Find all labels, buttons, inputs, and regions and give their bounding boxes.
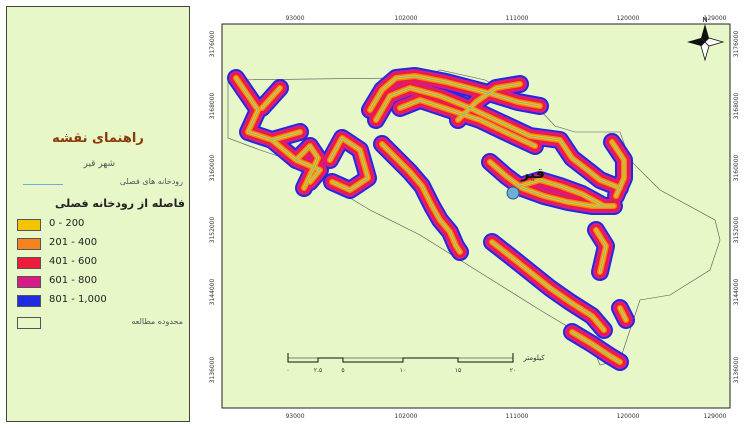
scale-bar: ۰ ۲.۵ ۵ ۱۰ ۱۵ ۲۰ کیلومتر bbox=[286, 353, 545, 374]
legend-class-0: 0 - 200 bbox=[17, 218, 187, 231]
river-line bbox=[369, 75, 541, 111]
river-line bbox=[295, 145, 319, 189]
right-tick-label: 3144000 bbox=[733, 278, 740, 305]
legend-class-label: 801 - 1,000 bbox=[49, 294, 107, 305]
scale-label: ۰ bbox=[286, 367, 289, 374]
river-line-symbol bbox=[23, 184, 63, 185]
boundary-swatch bbox=[17, 317, 41, 329]
legend-class-1: 201 - 400 bbox=[17, 237, 187, 250]
city-marker: قیر bbox=[506, 166, 545, 200]
river-line bbox=[261, 87, 281, 109]
right-tick-label: 3160000 bbox=[733, 154, 740, 181]
swatch-2 bbox=[17, 257, 41, 269]
legend-river-row: رودخانه های فصلی bbox=[11, 177, 187, 191]
map-frame: قیر N 93000 102000 111000 120000 129000 … bbox=[209, 15, 740, 420]
bottom-tick-label: 111000 bbox=[506, 413, 529, 420]
right-tick-label: 3152000 bbox=[733, 216, 740, 243]
river-line bbox=[489, 161, 615, 207]
north-arrow-icon bbox=[701, 24, 709, 42]
top-tick-label: 129000 bbox=[704, 15, 727, 22]
legend-distance-title: فاصله از رودخانه فصلی bbox=[54, 197, 185, 210]
left-tick-label: 3168000 bbox=[209, 92, 216, 119]
left-tick-label: 3176000 bbox=[209, 30, 216, 57]
river-line bbox=[491, 241, 605, 331]
bottom-axis: 93000 102000 111000 120000 129000 bbox=[285, 413, 726, 420]
river-line bbox=[457, 83, 521, 121]
swatch-4 bbox=[17, 295, 41, 307]
legend-class-label: 401 - 600 bbox=[49, 256, 98, 267]
right-tick-label: 3168000 bbox=[733, 92, 740, 119]
river-buffers bbox=[227, 67, 635, 371]
scale-label: ۱۵ bbox=[455, 367, 461, 374]
top-axis: 93000 102000 111000 120000 129000 bbox=[285, 15, 726, 22]
top-tick-label: 102000 bbox=[395, 15, 418, 22]
legend-boundary: محدوده مطالعه bbox=[17, 317, 187, 329]
scale-unit-label: کیلومتر bbox=[522, 354, 545, 362]
river-line bbox=[329, 137, 369, 191]
river-line bbox=[611, 141, 625, 197]
left-tick-label: 3144000 bbox=[209, 278, 216, 305]
legend-class-3: 601 - 800 bbox=[17, 275, 187, 288]
legend-class-label: 201 - 400 bbox=[49, 237, 98, 248]
right-tick-label: 3176000 bbox=[733, 30, 740, 57]
legend-river-label: رودخانه های فصلی bbox=[119, 177, 183, 186]
left-tick-label: 3136000 bbox=[209, 356, 216, 383]
top-tick-label: 93000 bbox=[285, 15, 304, 22]
river-line bbox=[519, 179, 605, 207]
legend-class-label: 0 - 200 bbox=[49, 218, 85, 229]
scale-label: ۲.۵ bbox=[314, 367, 322, 374]
north-arrow: N bbox=[687, 16, 725, 62]
bottom-tick-label: 93000 bbox=[285, 413, 304, 420]
bottom-tick-label: 120000 bbox=[617, 413, 640, 420]
swatch-1 bbox=[17, 238, 41, 250]
legend-city-label: شهر قیر bbox=[83, 159, 116, 169]
river-line bbox=[399, 99, 536, 147]
scale-label: ۱۰ bbox=[400, 367, 406, 374]
river-line bbox=[375, 87, 621, 189]
scale-label: ۲۰ bbox=[510, 367, 516, 374]
legend-boundary-label: محدوده مطالعه bbox=[131, 317, 183, 326]
top-tick-label: 111000 bbox=[506, 15, 529, 22]
legend-class-4: 801 - 1,000 bbox=[17, 294, 187, 307]
river-line bbox=[595, 229, 607, 273]
river-line bbox=[271, 131, 301, 141]
left-tick-label: 3152000 bbox=[209, 216, 216, 243]
river-line bbox=[381, 143, 461, 253]
legend-panel: راهنمای نقشه شهر قیر رودخانه های فصلی فا… bbox=[6, 6, 190, 422]
river-line bbox=[619, 307, 627, 321]
legend-title: راهنمای نقشه bbox=[52, 131, 144, 146]
legend-class-label: 601 - 800 bbox=[49, 275, 98, 286]
swatch-0 bbox=[17, 219, 41, 231]
right-tick-label: 3136000 bbox=[733, 356, 740, 383]
left-axis: 3176000 3168000 3160000 3152000 3144000 … bbox=[209, 30, 216, 383]
scale-label: ۵ bbox=[341, 367, 344, 374]
right-axis: 3176000 3168000 3160000 3152000 3144000 … bbox=[733, 30, 740, 383]
bottom-tick-label: 102000 bbox=[395, 413, 418, 420]
swatch-3 bbox=[17, 276, 41, 288]
bottom-tick-label: 129000 bbox=[704, 413, 727, 420]
north-label: N bbox=[702, 16, 707, 24]
city-icon bbox=[506, 186, 520, 200]
top-tick-label: 120000 bbox=[617, 15, 640, 22]
river-line bbox=[571, 331, 621, 363]
city-name: قیر bbox=[520, 166, 545, 182]
legend-class-2: 401 - 600 bbox=[17, 256, 187, 269]
left-tick-label: 3160000 bbox=[209, 154, 216, 181]
